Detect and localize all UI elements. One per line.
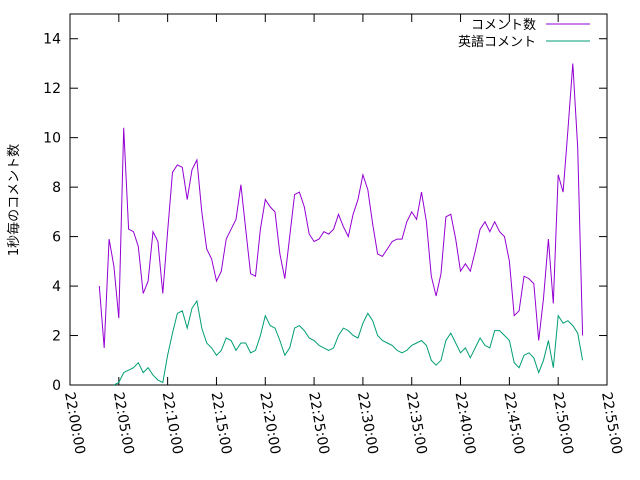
y-tick-label: 8 — [52, 180, 61, 196]
y-tick-label: 12 — [43, 81, 61, 97]
x-tick-label: 22:05:00 — [110, 391, 137, 456]
y-tick-label: 4 — [52, 279, 61, 295]
x-tick-label: 22:15:00 — [208, 391, 235, 456]
x-tick-label: 22:20:00 — [256, 391, 283, 456]
series-layer — [98, 63, 584, 386]
plot-frame — [69, 13, 608, 386]
legend-label-2: 英語コメント — [458, 34, 536, 50]
x-tick-label: 22:25:00 — [305, 391, 332, 456]
x-tick-label: 22:40:00 — [452, 391, 479, 456]
axes: 0 2 4 6 8 10 12 14 22:00:00 22:05:00 22:10:00 22:15… — [43, 13, 625, 456]
y-tick-label: 10 — [43, 131, 61, 147]
y-tick-label: 14 — [43, 32, 61, 48]
y-axis-label: 1秒毎のコメント数 — [6, 144, 22, 256]
x-tick-label: 22:55:00 — [598, 391, 625, 456]
x-tick-label: 22:35:00 — [403, 391, 430, 456]
x-tick-label: 22:50:00 — [549, 391, 576, 456]
series-line-2 — [113, 299, 584, 386]
x-tick-label: 22:30:00 — [354, 391, 381, 456]
legend-label-1: コメント数 — [471, 18, 536, 33]
y-tick-label: 2 — [52, 329, 61, 345]
x-tick-label: 22:10:00 — [159, 391, 186, 456]
x-tick-label: 22:00:00 — [61, 391, 88, 456]
y-tick-label: 6 — [52, 230, 61, 246]
y-tick-label: 0 — [52, 378, 61, 394]
series-line-1 — [98, 63, 584, 348]
x-tick-label: 22:45:00 — [500, 391, 527, 456]
